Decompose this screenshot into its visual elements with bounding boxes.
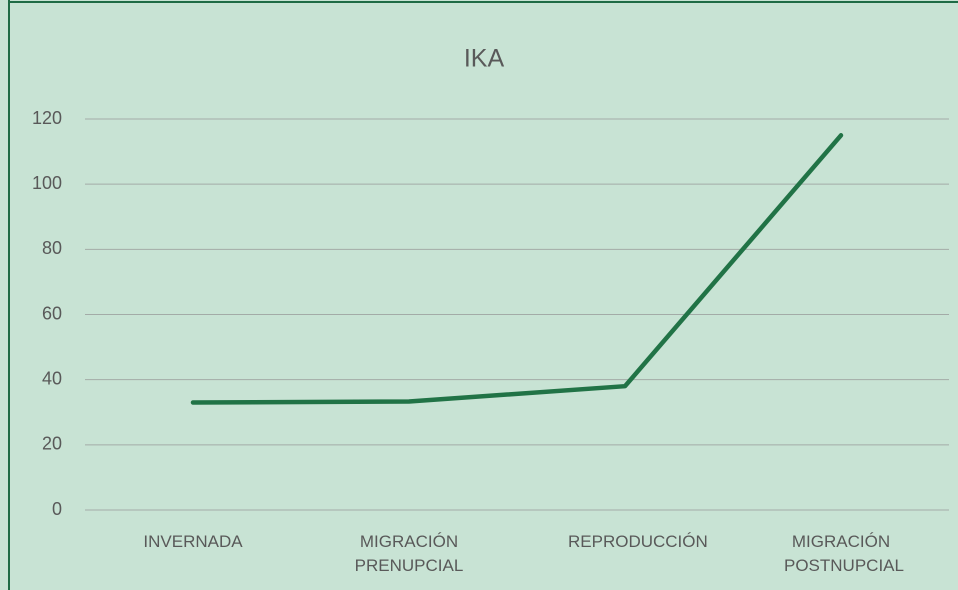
line-series <box>190 133 844 405</box>
x-tick-label: INVERNADA <box>143 532 243 551</box>
y-tick-label: 80 <box>42 238 62 258</box>
x-tick-label: MIGRACIÓN PRENUPCIAL <box>354 532 464 575</box>
y-tick-label: 20 <box>42 434 62 454</box>
y-tick-label: 40 <box>42 368 62 388</box>
y-tick-label: 0 <box>52 499 62 519</box>
y-tick-label: 100 <box>32 173 62 193</box>
chart-title: IKA <box>464 45 505 73</box>
x-tick-label: MIGRACIÓN POSTNUPCIAL <box>784 532 904 575</box>
y-tick-label: 120 <box>32 108 62 128</box>
x-tick-label: REPRODUCCIÓN <box>568 532 708 551</box>
y-tick-label: 60 <box>42 303 62 323</box>
